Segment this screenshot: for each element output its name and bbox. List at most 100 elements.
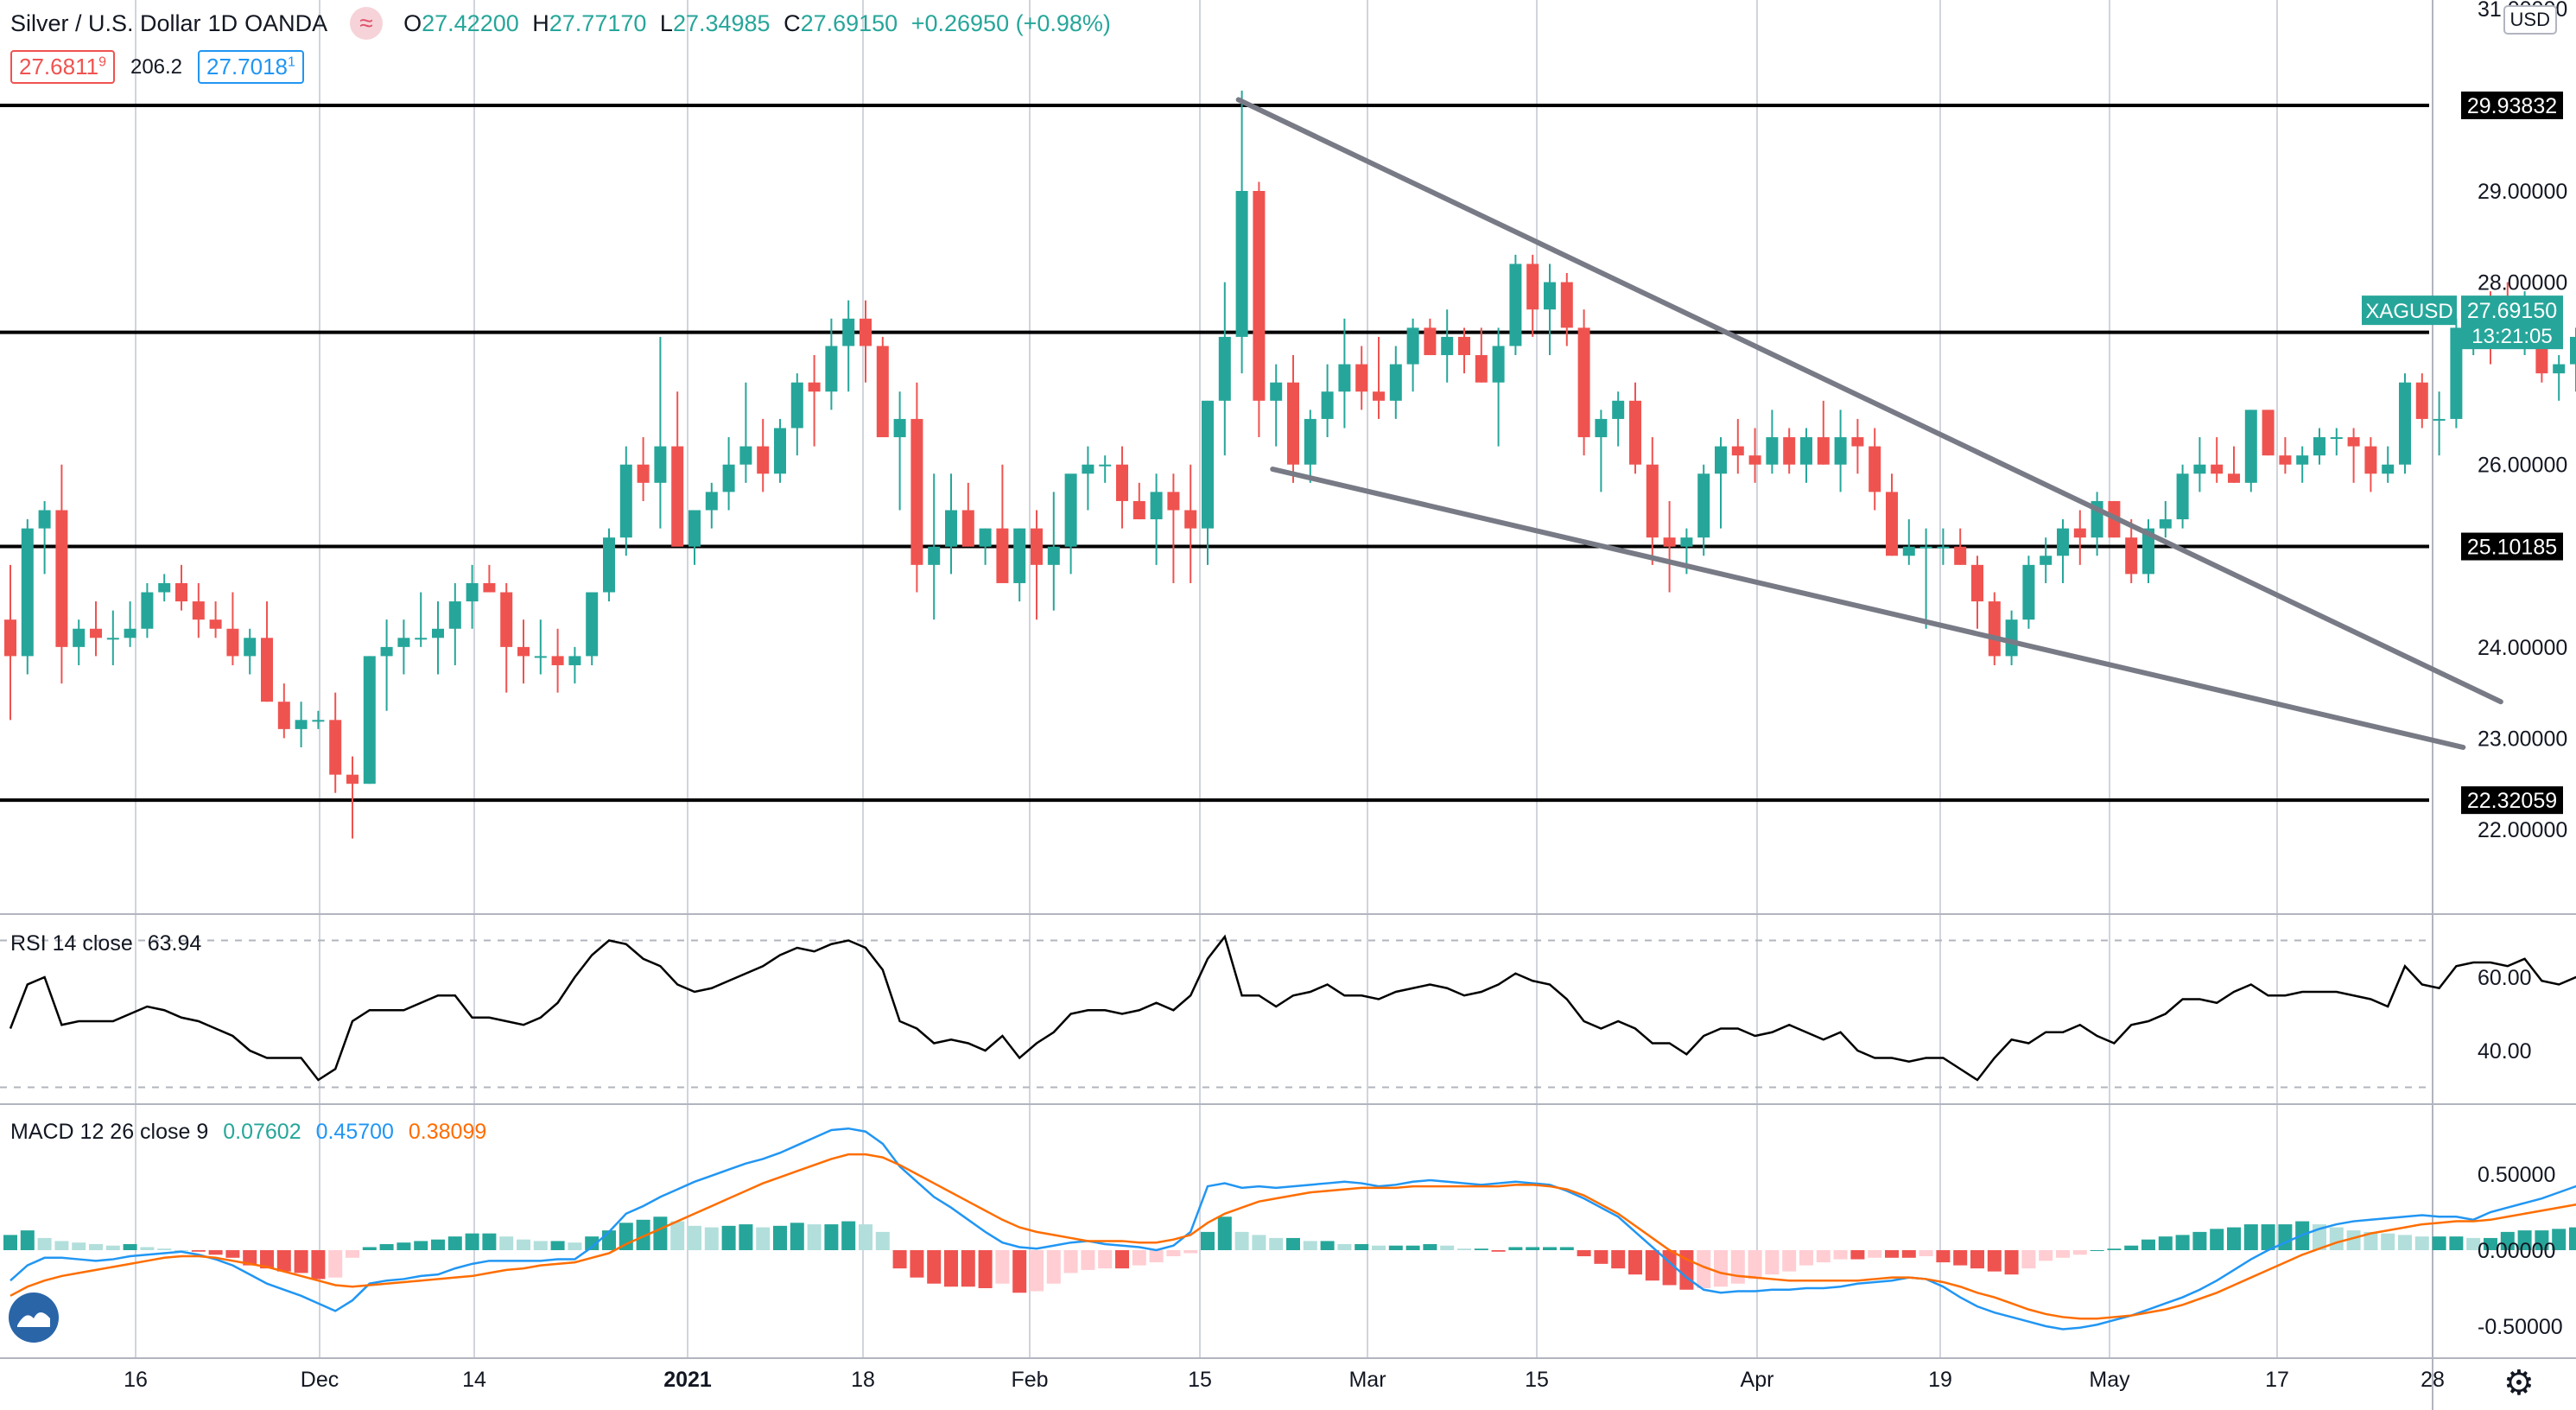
trendline[interactable] xyxy=(1235,97,2503,705)
last-price-box[interactable] xyxy=(2461,295,2563,350)
candle-body xyxy=(517,646,530,657)
symbol-price-tag[interactable] xyxy=(2362,295,2457,326)
candle-body xyxy=(1869,446,1881,492)
candle-body xyxy=(363,656,376,784)
candle-body xyxy=(1646,464,1659,538)
time-tick-label[interactable]: 16 xyxy=(124,1368,148,1392)
currency-badge[interactable]: USD xyxy=(2503,5,2557,35)
macd-histogram-bar xyxy=(2141,1239,2155,1250)
price-tick-label[interactable]: 23.00000 xyxy=(2478,727,2567,751)
rsi-line xyxy=(9,934,2576,1082)
macd-histogram-bar xyxy=(37,1237,52,1250)
macd-histogram-bar xyxy=(2175,1235,2190,1250)
spread-value: 206.2 xyxy=(130,54,183,79)
rsi-tick-label[interactable]: 40.00 xyxy=(2478,1039,2532,1064)
price-tick-label[interactable]: 29.00000 xyxy=(2478,180,2567,204)
macd-histogram-bar xyxy=(824,1224,839,1250)
time-tick-label[interactable]: Feb xyxy=(1011,1368,1048,1392)
level-price-box[interactable] xyxy=(2461,532,2563,561)
buy-button[interactable]: 27.70181 xyxy=(198,50,304,84)
time-tick-label[interactable]: 15 xyxy=(1188,1368,1212,1392)
rsi-legend: RSI 14 close 63.94 xyxy=(10,931,210,956)
tradingview-logo-icon[interactable] xyxy=(9,1292,59,1343)
macd-histogram-bar xyxy=(978,1250,993,1288)
sell-button[interactable]: 27.68119 xyxy=(10,50,115,84)
time-tick-label[interactable]: 18 xyxy=(851,1368,875,1392)
candle-body xyxy=(671,446,684,547)
macd-histogram-bar xyxy=(20,1230,35,1250)
time-tick-label[interactable]: 15 xyxy=(1525,1368,1549,1392)
candle-body xyxy=(586,592,599,657)
level-price-box[interactable] xyxy=(2461,91,2563,119)
symbol-name[interactable]: Silver / U.S. Dollar xyxy=(10,10,201,36)
macd-histogram-bar xyxy=(2261,1224,2275,1250)
time-tick-label[interactable]: 14 xyxy=(462,1368,486,1392)
price-axis-labels[interactable]: 22.00000 23.00000 24.00000 26.00000 28.00000… xyxy=(2362,0,2567,1339)
price-tick-label[interactable]: 22.00000 xyxy=(2478,818,2567,842)
price-tick-label[interactable]: 28.00000 xyxy=(2478,271,2567,295)
candle-body xyxy=(1441,336,1454,356)
macd-tick-label[interactable]: 0.00000 xyxy=(2478,1239,2555,1263)
time-tick-label[interactable]: 2021 xyxy=(663,1368,712,1392)
level-price-box[interactable] xyxy=(2461,786,2563,815)
time-tick-label[interactable]: 19 xyxy=(1928,1368,1952,1392)
candle-body xyxy=(1595,418,1608,438)
candle-body xyxy=(876,346,889,438)
countdown-label[interactable]: 13:21:05 xyxy=(2471,325,2552,348)
macd-histogram-bar xyxy=(961,1250,975,1287)
candle-body xyxy=(2159,519,2172,529)
candle-body xyxy=(1715,446,1727,474)
interval-label[interactable]: 1D xyxy=(207,10,238,36)
trendline[interactable] xyxy=(1270,466,2466,750)
candle-body xyxy=(141,592,154,629)
rsi-pane xyxy=(0,934,2576,1089)
macd-histogram-bar xyxy=(482,1233,497,1250)
level-price-label[interactable]: 25.10185 xyxy=(2467,536,2557,560)
macd-histogram-bar xyxy=(1081,1250,1095,1270)
macd-tick-label[interactable]: -0.50000 xyxy=(2478,1315,2563,1339)
candle-body xyxy=(2364,446,2377,474)
candle-body xyxy=(568,656,581,665)
macd-histogram-bar xyxy=(294,1250,308,1273)
macd-histogram-bar xyxy=(875,1231,890,1250)
macd-line xyxy=(10,1127,2576,1331)
candle-body xyxy=(2211,464,2224,474)
quote-row: 27.68119 206.2 27.70181 xyxy=(10,50,304,84)
price-tick-label[interactable]: 26.00000 xyxy=(2478,454,2567,478)
time-axis-labels[interactable]: 16 Dec 14 2021 18 Feb 15 Mar 15 Apr 19 May 17 28 xyxy=(124,1368,2445,1392)
settings-gear-icon[interactable]: ⚙ xyxy=(2503,1364,2535,1402)
level-price-label[interactable]: 22.32059 xyxy=(2467,789,2557,813)
candle-body xyxy=(1013,528,1026,583)
price-tick-label[interactable]: 24.00000 xyxy=(2478,636,2567,660)
macd-histogram-bar xyxy=(636,1219,650,1250)
candle-body xyxy=(2193,464,2206,474)
macd-histogram-bar xyxy=(790,1223,804,1250)
time-tick-label[interactable]: 28 xyxy=(2421,1368,2445,1392)
last-price-label[interactable]: 27.69150 xyxy=(2467,299,2557,323)
symbol-tag-label[interactable]: XAGUSD xyxy=(2365,300,2452,323)
candle-body xyxy=(603,537,615,593)
time-tick-label[interactable]: Dec xyxy=(301,1368,339,1392)
candle-body xyxy=(1612,400,1625,419)
macd-histogram-bar xyxy=(756,1227,771,1250)
macd-histogram-bar xyxy=(1286,1237,1300,1250)
macd-tick-label[interactable]: 0.50000 xyxy=(2478,1163,2555,1187)
macd-histogram-bar xyxy=(995,1250,1010,1284)
time-tick-label[interactable]: Mar xyxy=(1348,1368,1386,1392)
level-price-label[interactable]: 29.93832 xyxy=(2467,94,2557,118)
rsi-tick-label[interactable]: 60.00 xyxy=(2478,966,2532,990)
macd-histogram-bar xyxy=(1183,1250,1198,1254)
time-tick-label[interactable]: 17 xyxy=(2265,1368,2289,1392)
candle-body xyxy=(825,346,838,392)
macd-histogram-bar xyxy=(1474,1248,1488,1250)
candle-body xyxy=(2553,364,2566,374)
macd-histogram-bar xyxy=(1337,1243,1352,1250)
candle-body xyxy=(2347,437,2360,447)
macd-histogram-bar xyxy=(1046,1250,1061,1284)
candle-body xyxy=(1509,264,1522,346)
time-tick-label[interactable]: May xyxy=(2089,1368,2130,1392)
time-tick-label[interactable]: Apr xyxy=(1741,1368,1774,1392)
trendlines[interactable] xyxy=(1235,97,2503,750)
oanda-logo-icon: ≈ xyxy=(350,7,384,40)
